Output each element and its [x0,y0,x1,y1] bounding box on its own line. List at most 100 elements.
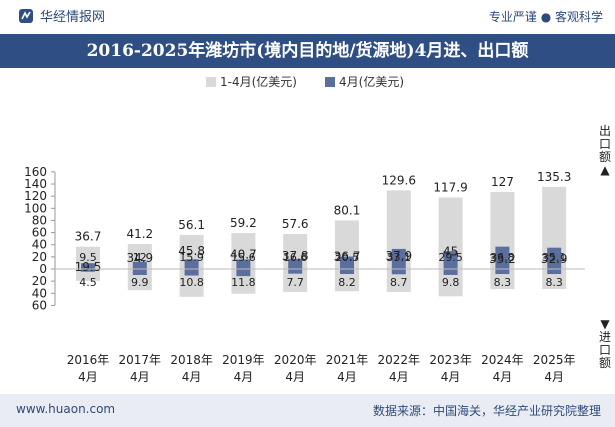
data-label-import-month: 9.9 [131,276,149,289]
brand-name: 华经情报网 [40,10,106,25]
import-side-label: ▼ 进口额 [598,317,611,370]
x-tick-label-year: 2018年 [170,353,213,367]
chart-title: 2016-2025年潍坊市(境内目的地/货源地)4月进、出口额 [86,41,529,61]
x-tick-label-year: 2016年 [67,353,110,367]
data-label-export-ytd: 57.6 [282,217,309,231]
bar-export-month [495,246,510,269]
data-label-export-ytd: 56.1 [178,218,205,232]
bar-import-month [288,269,303,274]
data-label-export-month: 9.5 [79,251,97,264]
bar-import-month [391,269,406,275]
x-tick-label-year: 2019年 [222,353,265,367]
x-tick-label-year: 2017年 [119,353,162,367]
y-tick-label: 120 [24,189,47,203]
data-label-export-month: 20.5 [335,251,360,264]
data-label-export-ytd: 129.6 [382,173,416,187]
bar-import-month [81,269,95,272]
data-label-import-ytd: 32.9 [541,252,568,266]
x-tick-label-month: 4月 [389,370,409,384]
brand: 华经情报网 [18,6,105,25]
bar-export-month [288,258,303,269]
y-tick-label: 60 [32,226,47,240]
title-bar: 2016-2025年潍坊市(境内目的地/货源地)4月进、出口额 [0,34,615,68]
huajing-logo-icon [19,8,33,23]
data-label-export-month: 33.1 [387,251,412,264]
y-tick-label: 160 [24,165,47,179]
x-tick-label-month: 4月 [285,370,305,384]
data-label-import-ytd: 33.2 [489,252,516,266]
x-tick-label-month: 4月 [78,370,98,384]
data-label-export-ytd: 59.2 [230,216,257,230]
x-tick-label-month: 4月 [493,370,513,384]
chart: 1-4月(亿美元) 4月(亿美元)160140120100806040200204… [24,74,585,384]
data-label-import-month: 4.5 [79,276,97,289]
x-tick-label-year: 2025年 [533,353,576,367]
data-label-import-month: 8.2 [338,276,356,289]
bar-export-month [81,263,95,269]
data-label-import-ytd: 37.9 [385,249,412,263]
y-tick-label: 40 [32,238,47,252]
data-source: 数据来源：中国海关，华经产业研究院整理 [372,404,601,418]
x-tick-label-year: 2020年 [274,353,317,367]
legend-swatch-total [206,77,216,87]
data-label-export-ytd: 135.3 [537,170,571,184]
x-tick-label-year: 2021年 [326,353,369,367]
legend-swatch-month [325,77,335,87]
legend-label-month: 4月(亿美元) [339,74,404,89]
bar-export-month [184,259,199,269]
data-label-import-ytd: 37.8 [282,249,309,263]
data-label-export-ytd: 117.9 [433,180,467,194]
y-tick-label: 60 [32,298,47,312]
y-tick-label: 100 [24,201,47,215]
y-tick-label: 140 [24,177,47,191]
x-tick-label-month: 4月 [182,370,202,384]
data-label-import-ytd: 45.8 [178,244,205,258]
bar-import-month [443,269,458,275]
data-label-import-ytd: 36.7 [334,250,361,264]
data-label-export-ytd: 41.2 [126,227,153,241]
data-label-export-month: 36.8 [490,251,515,264]
bar-import-ytd [76,269,100,281]
bar-import-month [236,269,251,277]
x-tick-label-month: 4月 [337,370,357,384]
y-tick-label: 40 [32,286,47,300]
legend-label-total: 1-4月(亿美元) [220,74,297,89]
bar-export-month [443,251,458,269]
data-label-import-month: 11.8 [231,276,256,289]
data-label-export-month: 15.9 [179,251,204,264]
x-tick-label-year: 2023年 [429,353,472,367]
bar-export-month [391,248,406,269]
y-tick-label: 80 [32,213,47,227]
bar-import-ytd [283,269,308,292]
bar-export-month [340,256,354,269]
bar-import-ytd [386,269,411,293]
y-tick-label: 0 [39,262,47,276]
x-tick-label-month: 4月 [544,370,564,384]
bar-export-month [236,259,251,269]
data-label-import-month: 8.3 [545,276,563,289]
x-tick-label-month: 4月 [130,370,150,384]
data-label-export-ytd: 36.7 [75,230,102,244]
bar-import-month [495,269,510,275]
bar-import-month [132,269,147,276]
x-tick-label-month: 4月 [234,370,254,384]
bar-import-month [340,269,354,274]
data-label-import-month: 8.3 [494,276,512,289]
bar-import-ytd [335,269,359,292]
y-tick-label: 20 [32,250,47,264]
x-tick-label-month: 4月 [441,370,461,384]
data-label-export-month: 12 [133,251,147,264]
data-label-export-month: 35.1 [542,251,567,264]
data-label-import-ytd: 45 [443,245,458,259]
data-label-import-month: 7.7 [286,276,304,289]
footer-url: www.huaon.com [16,402,116,416]
footer: www.huaon.com 数据来源：中国海关，华经产业研究院整理 [0,394,615,427]
data-label-export-month: 29.5 [438,251,463,264]
data-label-import-ytd: 19.5 [75,260,102,274]
y-tick-label: 20 [32,274,47,288]
bar-import-month [547,269,562,275]
data-label-export-ytd: 127 [491,175,514,189]
data-label-import-month: 9.8 [442,276,460,289]
bar-import-month [184,269,199,276]
tagline: 专业严谨 ● 客观科学 [488,10,603,24]
